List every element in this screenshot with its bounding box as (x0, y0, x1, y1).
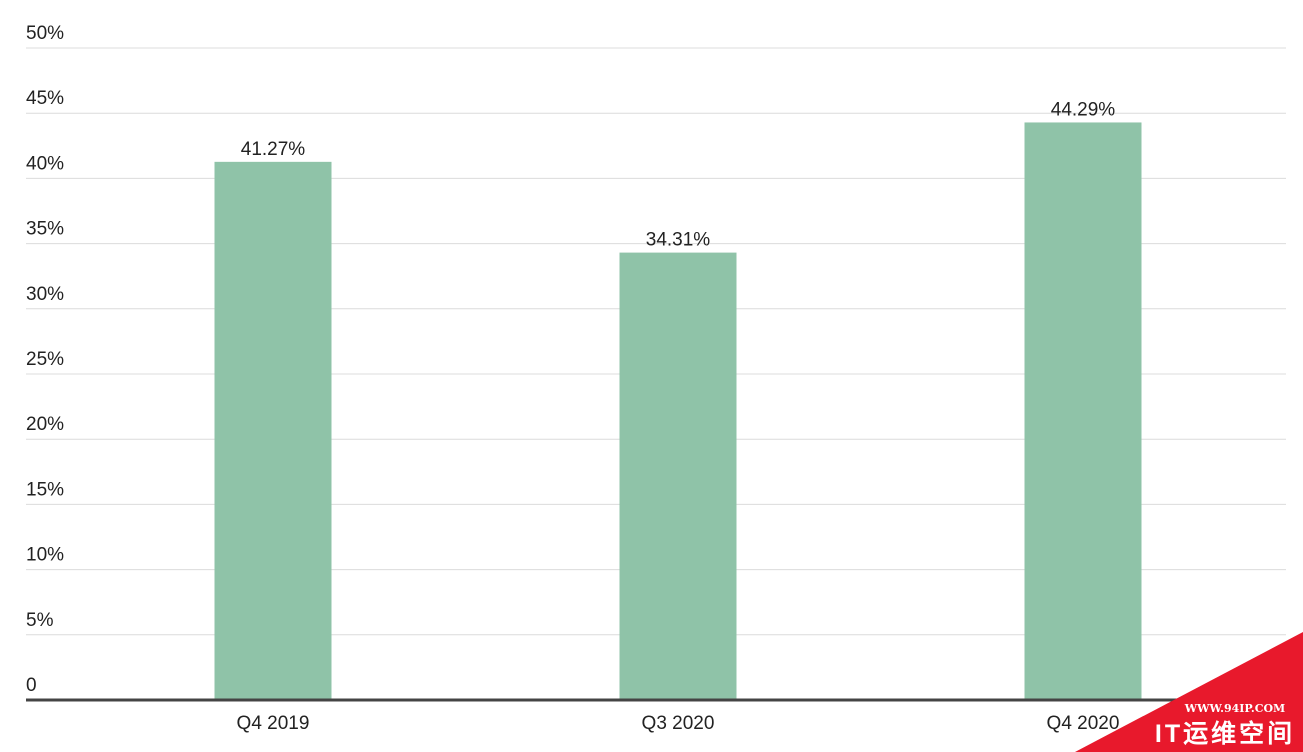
watermark-url: WWW.94IP.COM (1184, 702, 1285, 715)
x-tick-label: Q4 2020 (1047, 713, 1120, 734)
y-tick-label: 35% (26, 219, 64, 240)
y-tick-label: 25% (26, 349, 64, 370)
bar (214, 161, 332, 700)
y-tick-label: 40% (26, 153, 64, 174)
x-tick-label: Q3 2020 (642, 713, 715, 734)
bar (1024, 122, 1142, 701)
y-tick-label: 20% (26, 414, 64, 435)
value-label: 34.31% (646, 230, 711, 251)
bar (619, 252, 737, 700)
y-tick-label: 45% (26, 88, 64, 109)
y-tick-label: 10% (26, 545, 64, 566)
value-label: 44.29% (1051, 99, 1116, 120)
watermark-badge (1075, 632, 1303, 752)
y-tick-label: 5% (26, 610, 54, 631)
y-tick-label: 30% (26, 284, 64, 305)
y-tick-label: 0 (26, 675, 37, 696)
x-tick-label: Q4 2019 (237, 713, 310, 734)
value-label: 41.27% (241, 139, 306, 160)
y-tick-label: 50% (26, 23, 64, 44)
watermark-text: IT运维空间 (1155, 719, 1295, 748)
y-tick-label: 15% (26, 479, 64, 500)
